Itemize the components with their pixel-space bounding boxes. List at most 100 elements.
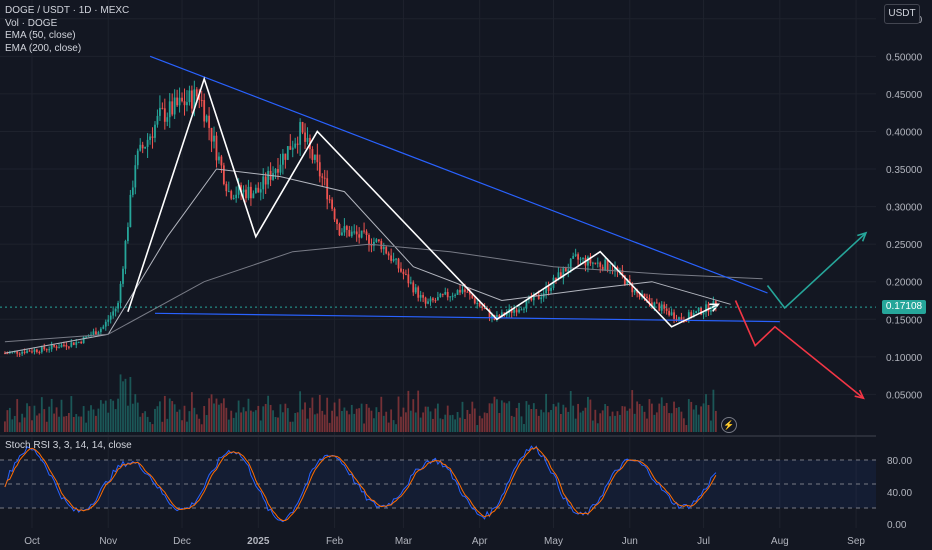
zigzag-pattern <box>127 76 719 328</box>
volume-bar <box>710 420 712 432</box>
volume-bar <box>464 419 466 432</box>
volume-bar <box>82 406 85 432</box>
stoch-rsi-pane <box>0 445 876 523</box>
candle-body <box>424 297 427 304</box>
candle-body <box>665 308 668 311</box>
candle-body <box>550 287 552 291</box>
candle-body <box>277 169 279 173</box>
candle-body <box>476 303 479 305</box>
ema50-indicator-label[interactable]: EMA (50, close) <box>5 30 76 41</box>
candle-body <box>461 289 464 293</box>
candle-body <box>678 317 680 321</box>
symbol-title[interactable]: DOGE / USDT · 1D · MEXC <box>5 5 130 16</box>
volume-bar <box>510 415 513 432</box>
volume-bar <box>259 420 262 432</box>
volume-bar <box>537 415 540 432</box>
candle-body <box>673 312 675 319</box>
volume-bar <box>250 410 252 432</box>
candle-body <box>594 262 597 264</box>
candle-body <box>296 143 299 145</box>
volume-bar <box>237 400 240 432</box>
candle-body <box>407 274 410 284</box>
volume-bar <box>638 404 641 432</box>
volume-bar <box>419 417 422 432</box>
volume-bar <box>358 408 361 432</box>
volume-bar <box>714 410 717 432</box>
volume-bar <box>338 398 341 432</box>
volume-bar <box>119 374 122 432</box>
candle-body <box>350 231 353 237</box>
volume-bar <box>277 417 279 432</box>
candle-body <box>513 309 516 313</box>
stoch-rsi-label[interactable]: Stoch RSI 3, 3, 14, 14, close <box>5 440 132 451</box>
volume-bar <box>38 413 41 432</box>
volume-bar <box>491 403 493 432</box>
volume-bar <box>365 404 368 432</box>
volume-bar <box>559 413 562 432</box>
candle-body <box>18 353 21 355</box>
volume-bar <box>552 404 555 432</box>
candle-body <box>200 100 203 102</box>
candle-body <box>540 297 543 300</box>
candle-body <box>193 89 196 109</box>
volume-bar <box>23 417 26 432</box>
volume-bar <box>309 407 311 432</box>
candle-body <box>395 258 397 260</box>
candle-body <box>58 347 60 349</box>
candle-body <box>210 127 213 142</box>
candle-body <box>205 115 208 122</box>
candle-body <box>294 143 297 148</box>
volume-bar <box>26 403 28 432</box>
ema200-indicator-label[interactable]: EMA (200, close) <box>5 42 82 54</box>
time-tick-label: Aug <box>771 536 789 547</box>
volume-bar <box>200 424 203 432</box>
volume-bar <box>205 415 208 432</box>
volume-bar <box>40 397 43 432</box>
candle-body <box>134 165 137 188</box>
volume-indicator-label[interactable]: Vol · DOGE <box>5 17 58 29</box>
volume-bar <box>360 403 363 432</box>
candle-body <box>651 302 653 308</box>
candle-body <box>21 351 24 354</box>
volume-bar <box>385 411 388 432</box>
candle-body <box>304 132 306 142</box>
lightning-icon[interactable]: ⚡ <box>721 417 737 433</box>
zigzag-arrowhead <box>709 303 720 312</box>
volume-bar <box>535 409 538 432</box>
volume-bar <box>412 399 415 432</box>
candle-body <box>663 304 666 309</box>
candle-body <box>136 150 139 166</box>
candle-body <box>282 153 284 165</box>
candle-body <box>247 186 250 199</box>
candle-body <box>599 262 602 267</box>
candle-body <box>326 178 329 200</box>
volume-bar <box>587 396 589 432</box>
volume-bar <box>422 412 425 432</box>
volume-bar <box>296 412 299 432</box>
candle-body <box>215 135 218 161</box>
candle-body <box>75 342 78 345</box>
price-tick-label: 0.50000 <box>886 52 923 63</box>
volume-bar <box>301 409 304 432</box>
volume-bar <box>481 418 484 432</box>
candle-body <box>614 267 616 271</box>
candle-body <box>286 146 289 160</box>
candle-body <box>471 294 474 299</box>
candle-body <box>358 234 361 238</box>
volume-bar <box>159 401 161 432</box>
candle-body <box>434 300 437 302</box>
volume-bar <box>611 411 614 432</box>
volume-bar <box>658 403 661 432</box>
volume-bar <box>72 417 75 432</box>
volume-bar <box>306 418 309 432</box>
currency-button[interactable]: USDT <box>884 4 920 24</box>
volume-bar <box>486 413 488 432</box>
candle-body <box>232 198 235 200</box>
bearish-arrowhead <box>854 389 865 400</box>
volume-bar <box>28 406 31 432</box>
volume-bar <box>323 414 326 432</box>
volume-bar <box>343 407 346 432</box>
volume-bar <box>441 419 444 432</box>
